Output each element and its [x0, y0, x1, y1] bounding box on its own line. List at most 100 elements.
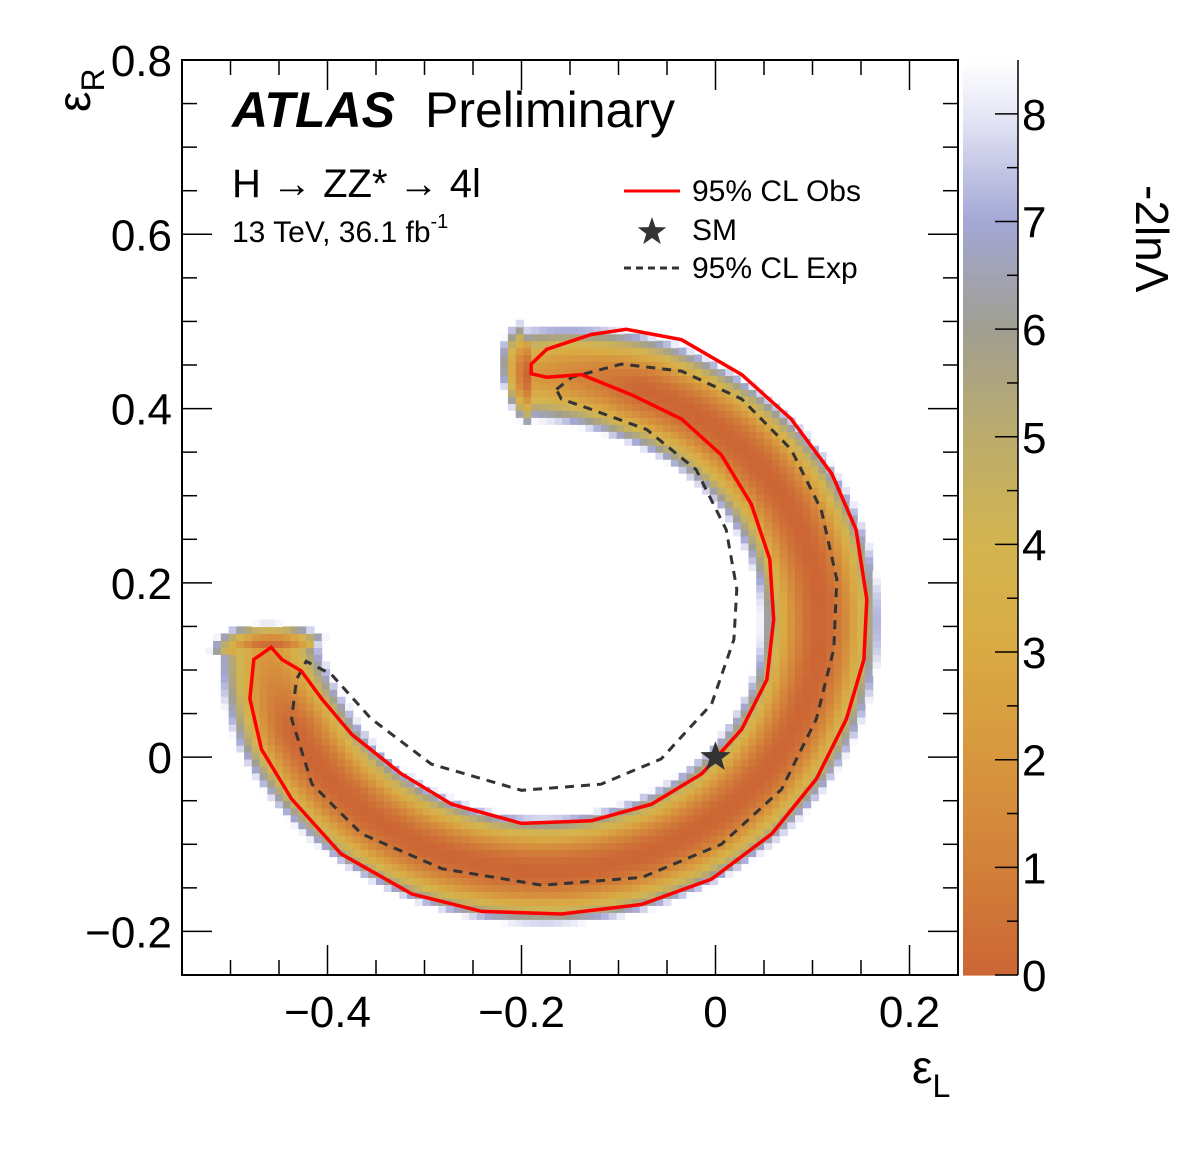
heatmap-cell	[507, 856, 517, 865]
heatmap-cell	[694, 793, 703, 802]
heatmap-cell	[430, 807, 439, 816]
heatmap-cell	[236, 724, 245, 732]
heatmap-cell	[802, 452, 812, 460]
heatmap-cell	[857, 710, 866, 718]
heatmap-cell	[694, 473, 703, 481]
heatmap-cell	[833, 738, 843, 746]
heatmap-cell	[298, 731, 307, 739]
heatmap-cell	[608, 835, 618, 844]
heatmap-cell	[244, 633, 253, 641]
heatmap-cell	[810, 577, 819, 586]
heatmap-cell	[267, 744, 276, 753]
heatmap-cell	[259, 668, 268, 676]
heatmap-cell	[764, 584, 773, 593]
heatmap-cell	[321, 682, 331, 690]
heatmap-cell	[717, 731, 726, 739]
colorbar-segment	[963, 555, 1018, 562]
heatmap-cell	[259, 682, 268, 690]
heatmap-cell	[833, 556, 843, 565]
heatmap-cell	[282, 710, 292, 718]
heatmap-cell	[647, 368, 656, 377]
heatmap-cell	[709, 389, 719, 397]
heatmap-cell	[748, 758, 757, 767]
heatmap-cell	[345, 835, 354, 844]
heatmap-cell	[810, 765, 819, 774]
colorbar-segment	[963, 183, 1018, 190]
heatmap-cell	[554, 403, 563, 411]
heatmap-cell	[507, 403, 517, 411]
heatmap-cell	[329, 849, 338, 858]
heatmap-cell	[267, 724, 276, 732]
heatmap-cell	[352, 717, 362, 725]
heatmap-cell	[507, 870, 517, 878]
heatmap-cell	[523, 856, 532, 865]
heatmap-cell	[725, 814, 734, 823]
heatmap-cell	[616, 375, 625, 384]
colorbar-segment	[963, 60, 1018, 66]
heatmap-cell	[306, 765, 315, 774]
colorbar-segment	[963, 738, 1018, 745]
heatmap-cell	[531, 891, 540, 899]
heatmap-cell	[469, 828, 478, 837]
heatmap-cell	[399, 891, 408, 899]
heatmap-cell	[686, 403, 695, 411]
heatmap-cell	[391, 786, 400, 795]
heatmap-cell	[733, 717, 742, 725]
heatmap-cell	[764, 514, 773, 523]
heatmap-cell	[562, 333, 571, 342]
heatmap-cell	[546, 347, 556, 356]
heatmap-cell	[321, 779, 331, 788]
heatmap-cell	[570, 912, 579, 920]
heatmap-cell	[539, 856, 548, 865]
heatmap-cell	[585, 361, 594, 370]
heatmap-cell	[570, 919, 579, 927]
heatmap-cell	[546, 333, 556, 342]
heatmap-cell	[647, 347, 656, 356]
y-tick-label: 0.2	[111, 560, 172, 609]
heatmap-cell	[818, 633, 827, 641]
heatmap-cell	[570, 814, 579, 823]
colorbar-segment	[963, 243, 1018, 249]
heatmap-cell	[740, 382, 750, 390]
y-tick-label: 0.4	[111, 386, 172, 435]
heatmap-cell	[329, 703, 338, 711]
heatmap-cell	[795, 738, 804, 746]
heatmap-cell	[779, 452, 788, 460]
heatmap-cell	[756, 633, 765, 641]
heatmap-cell	[476, 856, 486, 865]
heatmap-cell	[779, 654, 788, 662]
heatmap-cell	[290, 654, 299, 662]
heatmap-cell	[399, 877, 408, 885]
heatmap-cell	[399, 765, 408, 774]
heatmap-cell	[655, 389, 664, 397]
heatmap-cell	[321, 675, 331, 683]
colorbar-segment	[963, 431, 1018, 438]
heatmap-cell	[678, 445, 687, 453]
heatmap-cell	[601, 821, 610, 830]
heatmap-cell	[438, 870, 447, 878]
heatmap-cell	[810, 689, 819, 697]
heatmap-cell	[438, 905, 447, 913]
heatmap-cell	[554, 856, 563, 865]
colorbar-segment	[963, 205, 1018, 212]
heatmap-cell	[267, 654, 276, 662]
heatmap-cell	[290, 724, 299, 732]
heatmap-cell	[670, 452, 680, 460]
heatmap-cell	[554, 884, 563, 892]
heatmap-cell	[818, 744, 827, 753]
heatmap-cell	[787, 814, 796, 823]
heatmap-cell	[562, 877, 571, 885]
heatmap-cell	[733, 710, 742, 718]
colorbar-segment	[963, 54, 1018, 61]
heatmap-cell	[368, 877, 377, 885]
heatmap-cell	[282, 640, 292, 648]
heatmap-cell	[329, 786, 338, 795]
heatmap-cell	[570, 898, 579, 906]
heatmap-cell	[352, 835, 362, 844]
heatmap-cell	[461, 877, 470, 885]
heatmap-cell	[531, 835, 540, 844]
heatmap-cell	[826, 765, 835, 774]
heatmap-cell	[841, 675, 850, 683]
heatmap-cell	[717, 772, 726, 781]
heatmap-cell	[771, 765, 781, 774]
